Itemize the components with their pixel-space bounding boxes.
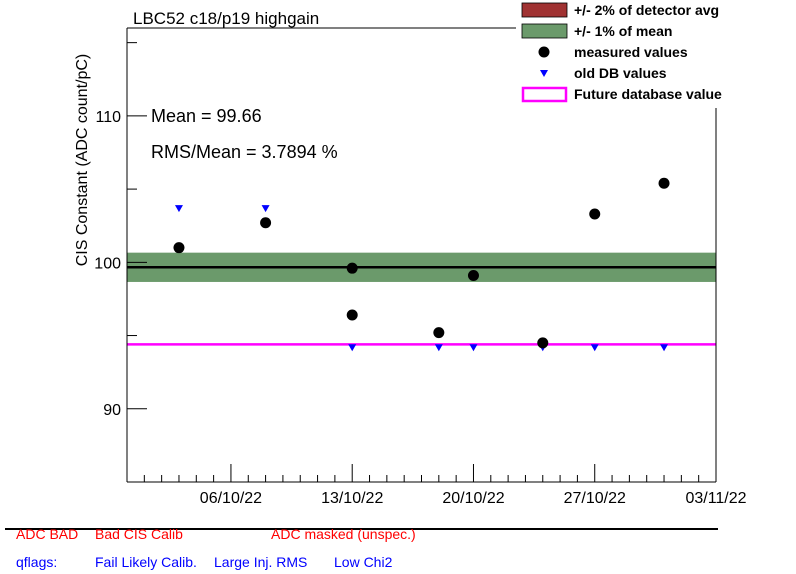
- x-tick-label: 03/11/22: [685, 490, 746, 507]
- data-points: [173, 177, 670, 352]
- measured-point: [346, 262, 358, 274]
- legend-label: +/- 1% of mean: [574, 23, 672, 39]
- y-axis-label: CIS Constant (ADC count/pC): [74, 54, 91, 267]
- measured-point: [260, 217, 272, 229]
- flag-large-inj-rms: Large Inj. RMS: [214, 554, 308, 570]
- mean-stat: Mean = 99.66: [151, 106, 262, 126]
- old-db-point: [590, 344, 599, 352]
- legend-swatch-box: [521, 2, 568, 18]
- legend-label: measured values: [574, 44, 688, 60]
- axes: 90 100 110 06/10/22 13/10/22 20/10/22 27/10/22…: [94, 27, 747, 507]
- y-tick-label: 100: [94, 255, 121, 272]
- qflags-label: qflags:: [16, 554, 58, 570]
- measured-point: [173, 242, 185, 254]
- legend-swatch-line: [521, 86, 568, 103]
- x-tick-label: 20/10/22: [442, 490, 504, 507]
- x-tick-label: 27/10/22: [564, 490, 626, 507]
- legend-background: [516, 0, 766, 108]
- x-tick-label: 13/10/22: [321, 490, 383, 507]
- old-db-point: [434, 344, 443, 352]
- rms-stat: RMS/Mean = 3.7894 %: [151, 142, 338, 162]
- flag-adc-bad: ADC BAD: [16, 526, 79, 542]
- flag-adc-masked: ADC masked (unspec.): [271, 526, 416, 542]
- old-db-point: [660, 344, 669, 352]
- chart-title: LBC52 c18/p19 highgain: [133, 9, 319, 28]
- y-tick-label: 90: [103, 402, 121, 419]
- measured-point: [658, 177, 670, 189]
- legend-label: Future database value: [574, 86, 722, 102]
- legend: +/- 2% of detector avg +/- 1% of mean meas…: [516, 0, 766, 108]
- old-db-point: [174, 205, 183, 213]
- legend-swatch-dot: [538, 46, 550, 58]
- old-db-point: [469, 344, 478, 352]
- measured-point: [433, 327, 445, 339]
- y-tick-label: 110: [95, 109, 121, 126]
- x-tick-label: 06/10/22: [200, 490, 262, 507]
- old-db-point: [348, 344, 357, 352]
- flag-low-chi2: Low Chi2: [334, 554, 393, 570]
- legend-label: old DB values: [574, 65, 667, 81]
- measured-point: [467, 270, 479, 282]
- legend-swatch-box: [521, 23, 568, 39]
- measured-point: [346, 309, 358, 321]
- measured-point: [589, 208, 601, 220]
- legend-swatch-triangle: [540, 70, 548, 77]
- flag-bad-cis-calib: Bad CIS Calib: [95, 526, 183, 542]
- old-db-point: [261, 205, 270, 213]
- measured-point: [537, 337, 549, 349]
- flag-fail-likely-calib: Fail Likely Calib.: [95, 554, 197, 570]
- legend-label: +/- 2% of detector avg: [574, 2, 719, 18]
